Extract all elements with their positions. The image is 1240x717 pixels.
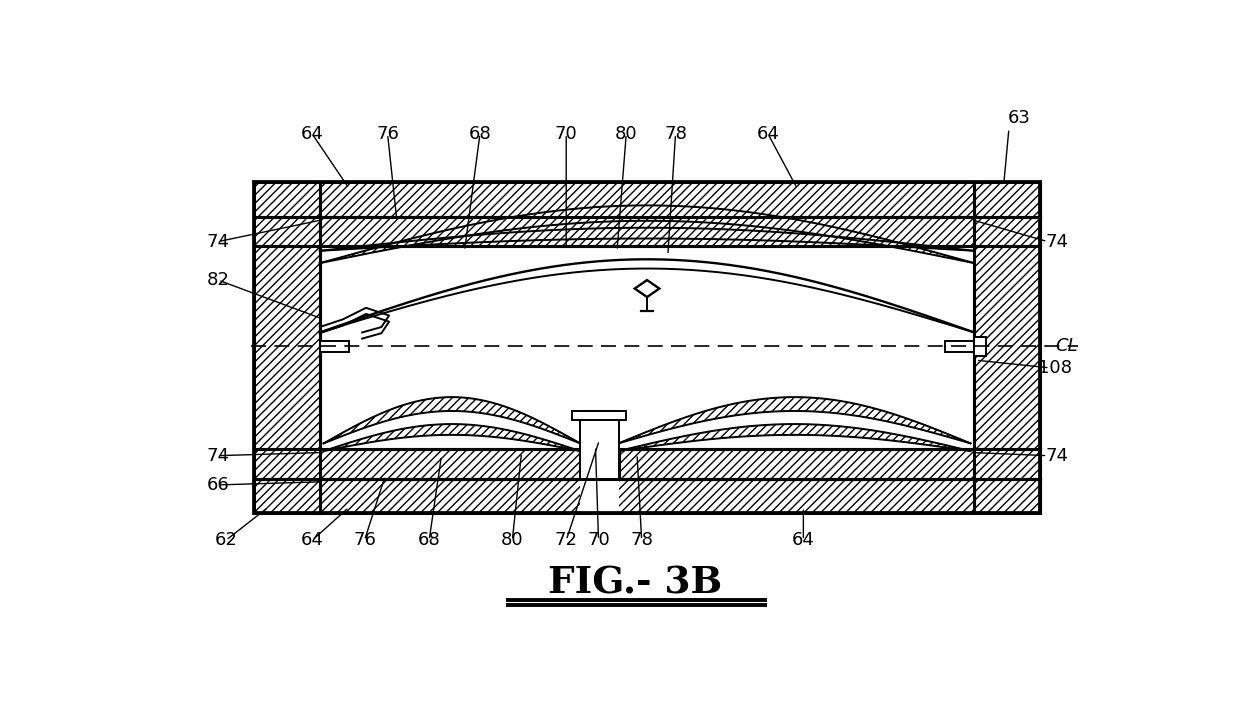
Text: 68: 68 — [469, 125, 491, 143]
Text: 64: 64 — [300, 125, 324, 143]
Bar — [975, 337, 986, 356]
Text: 74: 74 — [207, 232, 229, 250]
Text: CL: CL — [1055, 337, 1078, 356]
Text: 64: 64 — [792, 531, 815, 549]
Text: 78: 78 — [665, 125, 687, 143]
Bar — [254, 182, 320, 513]
Text: 78: 78 — [630, 531, 653, 549]
Text: 76: 76 — [376, 125, 399, 143]
Bar — [975, 182, 1040, 513]
Bar — [619, 346, 975, 450]
Text: 74: 74 — [207, 447, 229, 465]
Text: 66: 66 — [207, 476, 229, 494]
Text: 80: 80 — [615, 125, 637, 143]
Text: 108: 108 — [1038, 359, 1073, 377]
Polygon shape — [635, 280, 660, 297]
Bar — [320, 346, 580, 450]
Text: 64: 64 — [300, 531, 324, 549]
Bar — [254, 182, 1040, 513]
Text: 74: 74 — [1047, 232, 1069, 250]
Text: 74: 74 — [1047, 447, 1069, 465]
Text: 63: 63 — [1008, 110, 1030, 128]
Bar — [320, 246, 975, 346]
Text: 70: 70 — [588, 531, 610, 549]
Bar — [254, 182, 1040, 217]
Text: 80: 80 — [501, 531, 523, 549]
Bar — [580, 346, 619, 513]
Bar — [320, 341, 350, 352]
Text: 70: 70 — [554, 125, 578, 143]
Text: 82: 82 — [207, 271, 229, 289]
Text: 68: 68 — [418, 531, 440, 549]
Bar — [945, 341, 975, 352]
Bar — [254, 479, 1040, 513]
Bar — [254, 217, 1040, 246]
Bar — [619, 450, 1040, 479]
Bar — [254, 450, 580, 479]
Bar — [580, 411, 619, 479]
Text: 64: 64 — [756, 125, 780, 143]
Text: FIG.- 3B: FIG.- 3B — [548, 564, 723, 601]
Bar — [573, 411, 626, 420]
Text: 72: 72 — [554, 531, 578, 549]
Text: 62: 62 — [215, 531, 237, 549]
Text: 76: 76 — [353, 531, 376, 549]
